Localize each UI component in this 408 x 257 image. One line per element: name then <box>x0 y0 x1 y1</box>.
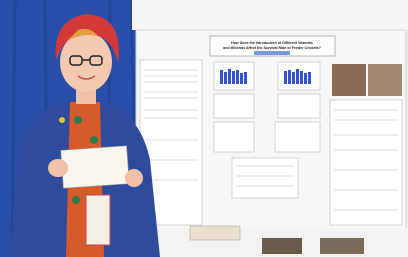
photo-print <box>320 238 364 254</box>
photo: How Does the Introduction of Different V… <box>0 0 408 257</box>
poster-title: and Minerals Affect the Survival Rate of… <box>223 46 321 50</box>
hand <box>125 169 143 187</box>
photo-print <box>262 238 302 254</box>
lapel-pin <box>59 117 65 123</box>
title-bar <box>254 51 290 55</box>
white-drape <box>132 0 408 30</box>
page: How Does the Introduction of Different V… <box>0 0 408 257</box>
face <box>60 32 112 92</box>
hand <box>48 159 68 177</box>
poster-title: How Does the Introduction of Different V… <box>231 41 313 45</box>
name-badge <box>86 195 110 245</box>
held-card <box>61 146 129 189</box>
notebook <box>190 226 240 240</box>
